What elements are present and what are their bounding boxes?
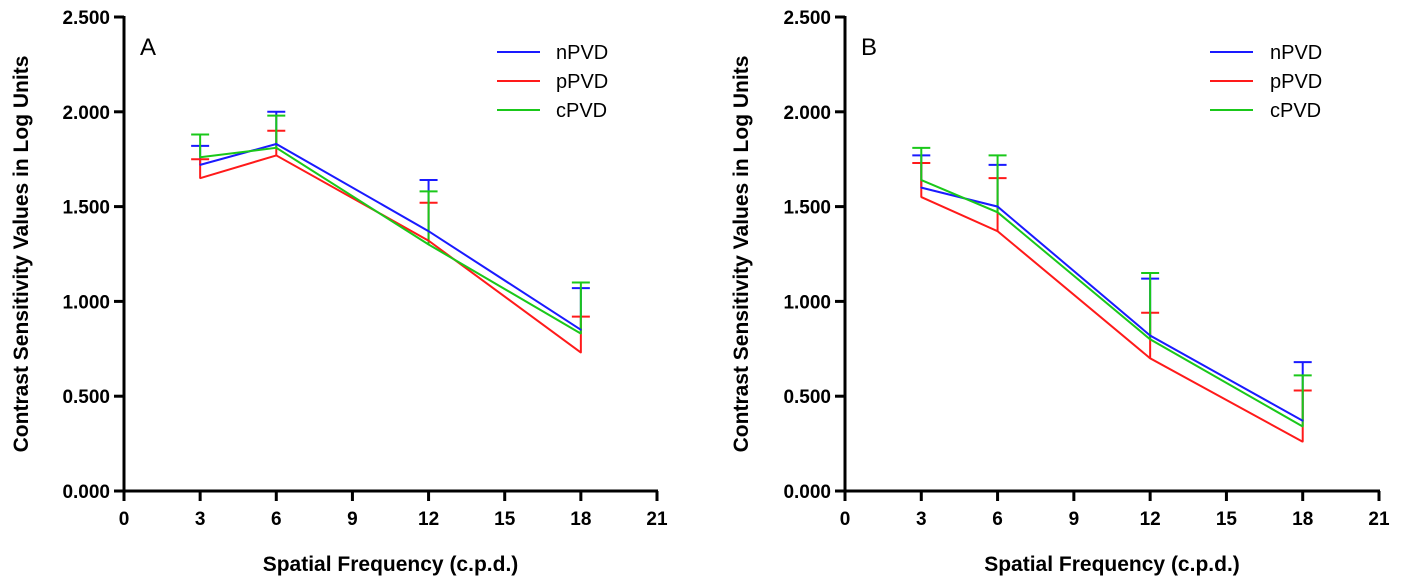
panel-a-x-tick-label: 12: [418, 509, 439, 530]
panel-a-label: A: [140, 34, 156, 61]
panel-a-x-tick-label: 15: [494, 509, 516, 530]
panel-a-y-axis-title: Contrast Sensitivity Values in Log Units: [10, 56, 33, 453]
panel-b-legend-label-ppvd: pPVD: [1270, 71, 1322, 93]
panel-b-y-tick-label: 2.000: [783, 103, 831, 124]
panel-b-group: 0.000 0.500 1.000 1.500 2.000 2.500 0 3 6 9 12 15 18…: [730, 8, 1390, 576]
panel-b-x-tick-label: 6: [992, 509, 1003, 530]
panel-b-legend-label-cpvd: cPVD: [1270, 100, 1321, 122]
panel-a-y-tick-label: 1.500: [62, 198, 110, 219]
panel-b-x-tick-label: 15: [1216, 509, 1238, 530]
panel-b-point-cpvd: [996, 211, 999, 214]
panel-a-point-cpvd: [275, 147, 278, 149]
panel-b-point-npvd: [920, 186, 923, 189]
panel-b-y-tick-label: 1.000: [783, 292, 831, 313]
panel-a-legend-label-cpvd: cPVD: [556, 100, 607, 122]
panel-a-group: 0.000 0.500 1.000 1.500 2.000 2.500 0 3 6 9 12 15 18…: [10, 8, 668, 576]
panel-a-y-tick-label: 0.500: [62, 387, 110, 408]
panel-a-point-ppvd: [275, 154, 278, 157]
panel-b-point-cpvd: [920, 179, 923, 181]
panel-b-point-cpvd: [1301, 425, 1304, 428]
panel-b-x-axis-title: Spatial Frequency (c.p.d.): [984, 553, 1240, 576]
panel-a-x-tick-label: 18: [570, 509, 591, 530]
panel-a-x-tick-label: 9: [347, 509, 358, 530]
panel-a-point-ppvd: [427, 239, 430, 242]
panel-b-point-cpvd: [1149, 338, 1151, 341]
panel-b-y-tick-label: 2.500: [783, 8, 831, 29]
panel-b-series-line-cpvd: [920, 179, 1304, 428]
panel-a-point-ppvd: [580, 351, 582, 354]
panel-a-point-cpvd: [199, 156, 201, 159]
panel-a-point-cpvd: [427, 243, 430, 246]
panel-b-point-npvd: [1149, 334, 1151, 337]
panel-a-legend-label-ppvd: pPVD: [556, 71, 608, 93]
panel-b-point-ppvd: [920, 196, 923, 198]
panel-b-point-npvd: [996, 205, 999, 208]
panel-b-y-axis-title: Contrast Sensitivity Values in Log Units: [730, 56, 753, 453]
panel-b-x-tick-label: 0: [840, 509, 851, 530]
panel-b-x-tick-label: 3: [916, 509, 927, 530]
panel-b-label: B: [861, 34, 877, 61]
panel-b-y-tick-label: 0.000: [783, 482, 831, 503]
panel-a-x-tick-label: 0: [119, 509, 130, 530]
panel-a-point-ppvd: [199, 177, 201, 179]
panel-a-y-tick-label: 0.000: [62, 482, 110, 503]
panel-a-series-line-cpvd: [199, 146, 582, 335]
panel-b-x-tick-label: 9: [1069, 509, 1080, 530]
panel-a-x-axis-title: Spatial Frequency (c.p.d.): [263, 553, 519, 576]
panel-a-point-npvd: [275, 143, 278, 145]
panel-a-x-tick-label: 6: [271, 509, 282, 530]
panel-a-point-npvd: [580, 329, 582, 331]
panel-b-series-line-ppvd: [920, 196, 1304, 443]
panel-b-x-tick-label: 21: [1368, 509, 1390, 530]
panel-b-legend-label-npvd: nPVD: [1270, 42, 1322, 64]
panel-b-point-npvd: [1301, 420, 1304, 422]
panel-a-legend-label-npvd: nPVD: [556, 42, 608, 64]
panel-a-y-tick-label: 1.000: [62, 292, 110, 313]
panel-a-x-tick-label: 3: [195, 509, 206, 530]
panel-a-point-cpvd: [580, 332, 582, 335]
panel-b-y-tick-label: 0.500: [783, 387, 831, 408]
panel-a-y-tick-label: 2.000: [62, 103, 110, 124]
panel-a-series-line-ppvd: [199, 154, 582, 354]
panel-b-point-ppvd: [1149, 357, 1151, 360]
panel-b-x-tick-label: 12: [1140, 509, 1161, 530]
panel-a-y-tick-label: 2.500: [62, 8, 110, 29]
panel-b-point-ppvd: [1301, 440, 1304, 443]
panel-b-x-tick-label: 18: [1292, 509, 1313, 530]
panel-a-series-line-npvd: [199, 142, 582, 331]
panel-a-x-tick-label: 21: [646, 509, 668, 530]
panel-b-point-ppvd: [996, 230, 999, 233]
panel-a-point-npvd: [427, 230, 430, 233]
panel-a-point-npvd: [199, 164, 201, 166]
panel-b-y-tick-label: 1.500: [783, 198, 831, 219]
